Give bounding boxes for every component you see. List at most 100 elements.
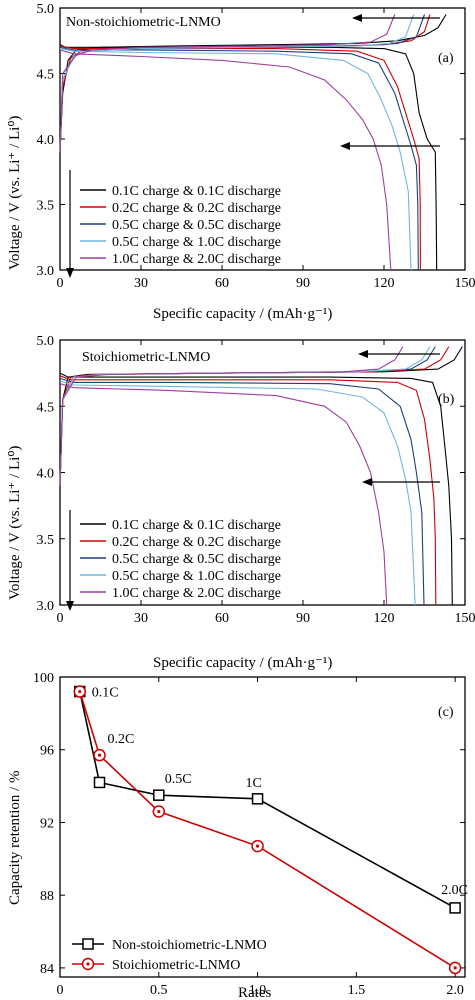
series-4-discharge-curve xyxy=(59,48,412,271)
panel-a-charge-arrow xyxy=(352,14,440,22)
x-tick-label: 30 xyxy=(134,276,148,291)
panel-b-legend: 0.1C charge & 0.1C discharge 0.2C charge … xyxy=(80,518,281,601)
legend-entry: 0.5C charge & 0.5C discharge xyxy=(112,552,281,567)
x-tick-label: 150 xyxy=(455,276,475,291)
legend-entry: 0.5C charge & 0.5C discharge xyxy=(112,218,281,233)
y-tick-label: 4.5 xyxy=(37,68,55,83)
x-tick-label: 90 xyxy=(296,276,310,291)
series-5-charge-curve xyxy=(59,14,396,153)
x-tick-label: 90 xyxy=(296,611,310,626)
y-tick-label: 5.0 xyxy=(37,334,55,349)
circle-marker-dot xyxy=(157,809,161,814)
panel-b-title: Stoichiometric-LNMO xyxy=(82,350,210,365)
square-marker xyxy=(153,789,165,801)
legend-circle-marker-dot xyxy=(86,962,90,966)
series-3-charge-curve xyxy=(59,14,426,153)
rate-label: 2.0C xyxy=(441,883,468,898)
rate-label: 0.2C xyxy=(108,732,135,747)
y-tick-label: 3.0 xyxy=(37,264,55,279)
y-tick-label: 92 xyxy=(40,816,54,831)
circle-marker-dot xyxy=(97,753,102,757)
series-1-line xyxy=(79,691,456,909)
y-tick-label: 3.5 xyxy=(37,533,55,548)
panel-a: 0 30 60 90 120 150 3.0 3.5 4.0 4.5 5.0 Non-stoichi… xyxy=(7,2,475,322)
y-tick-label: 96 xyxy=(40,744,54,759)
series-1-discharge-curve xyxy=(59,44,438,271)
y-tick-label: 5.0 xyxy=(37,2,55,17)
x-tick-label: 2.0 xyxy=(446,983,464,998)
series-3-charge-curve xyxy=(59,346,436,486)
series-5-discharge-curve xyxy=(59,383,388,606)
y-tick-label: 4.5 xyxy=(37,400,55,415)
panel-b-charge-arrow xyxy=(358,350,440,358)
square-marker xyxy=(251,793,264,805)
legend-entry: 0.1C charge & 0.1C discharge xyxy=(112,184,281,199)
legend-square-marker xyxy=(82,938,94,950)
legend-entry: 1.0C charge & 2.0C discharge xyxy=(112,586,281,601)
panel-c-frame xyxy=(59,676,466,978)
x-tick-label: 60 xyxy=(215,276,229,291)
circle-marker-dot xyxy=(255,844,260,848)
series-1-discharge-curve xyxy=(59,372,453,606)
legend-entry: Stoichiometric-LNMO xyxy=(112,958,240,973)
x-tick-label: 60 xyxy=(215,611,229,626)
rate-label: 0.5C xyxy=(165,772,192,787)
y-tick-label: 84 xyxy=(40,962,54,977)
y-tick-label: 88 xyxy=(40,889,54,904)
y-tick-label: 4.0 xyxy=(37,133,55,148)
x-tick-label: 0 xyxy=(57,276,64,291)
panel-c-ylabel: Capacity retention / % xyxy=(7,770,23,905)
series-2-line xyxy=(79,691,456,969)
panel-c-xlabel: Rates xyxy=(238,985,271,1000)
legend-entry: 0.2C charge & 0.2C discharge xyxy=(112,535,281,550)
panel-c-label: (c) xyxy=(438,705,454,720)
panel-a-label: (a) xyxy=(438,51,454,66)
y-tick-label: 3.0 xyxy=(37,599,55,614)
legend-entry: 0.5C charge & 1.0C discharge xyxy=(112,569,281,584)
series-4-charge-curve xyxy=(59,346,431,486)
rate-label: 1C xyxy=(246,776,262,791)
panel-c: 0 0.5 1.0 1.5 2.0 84 88 92 96 100 0.1C 0.2C 0.5C 1C 2… xyxy=(7,671,468,1000)
y-tick-label: 100 xyxy=(33,671,54,686)
panel-b-xlabel: Specific capacity / (mAh·g⁻¹) xyxy=(153,655,332,671)
y-tick-label: 3.5 xyxy=(37,199,55,214)
series-2-discharge-curve xyxy=(59,375,437,606)
x-tick-label: 1.5 xyxy=(348,983,366,998)
panel-a-title: Non-stoichiometric-LNMO xyxy=(66,15,221,30)
legend-entry: 1.0C charge & 2.0C discharge xyxy=(112,252,281,267)
y-tick-label: 4.0 xyxy=(37,467,55,482)
panel-c-legend: Non-stoichiometric-LNMO Stoichiometric-LN… xyxy=(72,938,267,973)
series-1-charge-curve xyxy=(59,14,447,153)
x-tick-label: 30 xyxy=(134,611,148,626)
x-tick-label: 0 xyxy=(57,983,64,998)
circle-marker-dot xyxy=(78,689,82,694)
legend-entry: 0.2C charge & 0.2C discharge xyxy=(112,201,281,216)
x-tick-label: 150 xyxy=(455,611,475,626)
panel-b-discharge-arrow xyxy=(362,478,440,486)
circle-marker-dot xyxy=(453,966,457,970)
x-tick-label: 1.0 xyxy=(249,983,267,998)
panel-a-ylabel: Voltage / V (vs. Li⁺ / Li⁰) xyxy=(7,116,23,270)
legend-entry: Non-stoichiometric-LNMO xyxy=(112,938,267,953)
legend-entry: 0.1C charge & 0.1C discharge xyxy=(112,518,281,533)
x-tick-label: 120 xyxy=(374,276,395,291)
series-3-discharge-curve xyxy=(59,377,425,606)
panel-a-voltage-arrow xyxy=(66,170,74,278)
x-tick-label: 0 xyxy=(57,611,64,626)
panel-b: 0 30 60 90 120 150 3.0 3.5 4.0 4.5 5.0 Stoichiomet… xyxy=(7,334,475,671)
panel-b-voltage-arrow xyxy=(66,510,74,611)
legend-entry: 0.5C charge & 1.0C discharge xyxy=(112,235,281,250)
series-4-charge-curve xyxy=(59,14,415,153)
x-tick-label: 120 xyxy=(374,611,395,626)
panel-a-legend: 0.1C charge & 0.1C discharge 0.2C charge … xyxy=(80,184,281,267)
series-3-discharge-curve xyxy=(59,46,419,271)
panel-a-xlabel: Specific capacity / (mAh·g⁻¹) xyxy=(153,306,332,322)
series-2-charge-curve xyxy=(59,14,431,153)
series-4-discharge-curve xyxy=(59,380,416,606)
rate-label: 0.1C xyxy=(92,686,119,701)
x-tick-label: 0.5 xyxy=(150,983,168,998)
square-marker xyxy=(93,776,106,789)
square-marker xyxy=(449,902,461,914)
series-5-discharge-curve xyxy=(59,49,392,271)
